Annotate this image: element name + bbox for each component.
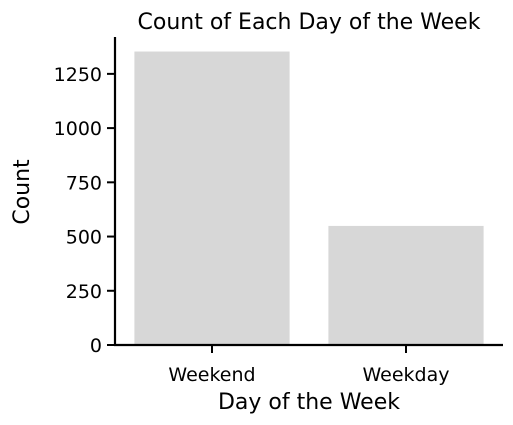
x-tick-label: Weekday <box>362 364 449 386</box>
x-tick-label: Weekend <box>168 364 255 386</box>
y-tick-label: 250 <box>66 281 102 303</box>
bar-weekday <box>328 225 484 345</box>
x-axis-ticks: Weekend Weekday <box>168 345 450 386</box>
y-tick-label: 1250 <box>54 64 102 86</box>
y-tick-label: 500 <box>66 227 102 249</box>
bar-weekend <box>134 51 290 345</box>
y-axis-label: Count <box>10 159 35 225</box>
chart-title: Count of Each Day of the Week <box>138 10 481 35</box>
bars-layer <box>134 51 484 345</box>
y-tick-label: 0 <box>90 335 102 357</box>
x-axis-label: Day of the Week <box>218 390 400 415</box>
y-tick-label: 1000 <box>54 118 102 140</box>
y-axis-ticks: 0 250 500 750 1000 1250 <box>54 64 115 357</box>
y-tick-label: 750 <box>66 172 102 194</box>
